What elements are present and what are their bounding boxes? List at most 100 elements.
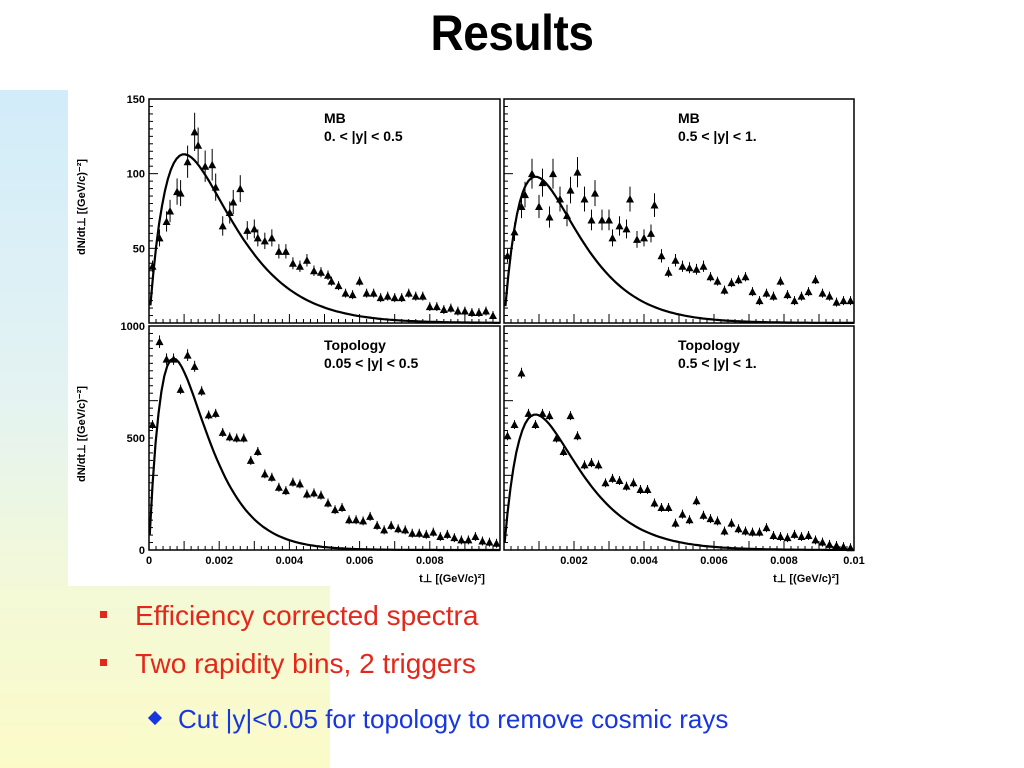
- data-point: [274, 247, 283, 255]
- data-point: [783, 290, 792, 299]
- x-tick-label: 0.004: [630, 555, 658, 567]
- data-point: [566, 411, 575, 420]
- data-point: [204, 410, 213, 419]
- data-point: [225, 208, 234, 216]
- data-point: [790, 530, 799, 538]
- x-tick-label: 0.008: [770, 555, 798, 567]
- data-point: [253, 447, 262, 455]
- data-point: [327, 277, 336, 285]
- data-point: [288, 259, 297, 267]
- data-point: [846, 543, 855, 552]
- data-point: [580, 195, 589, 203]
- data-point: [148, 262, 157, 270]
- data-point: [397, 293, 406, 302]
- x-axis-label: t⊥ [(GeV/c)²]: [419, 573, 485, 585]
- data-point: [556, 195, 564, 203]
- y-tick-label: 50: [133, 243, 145, 255]
- data-point: [436, 532, 445, 541]
- data-point: [713, 277, 722, 285]
- data-point: [446, 304, 455, 312]
- data-point: [408, 529, 417, 537]
- data-point: [274, 483, 283, 491]
- data-point: [608, 474, 617, 482]
- data-point: [671, 519, 680, 527]
- data-point: [601, 478, 610, 487]
- data-point: [783, 533, 792, 542]
- data-point: [345, 515, 354, 524]
- data-point: [664, 268, 673, 276]
- data-point: [598, 215, 606, 224]
- panel-subtitle: 0.5 < |y| < 1.: [678, 128, 757, 144]
- data-point: [324, 271, 333, 279]
- x-tick-label: 0.006: [346, 555, 374, 567]
- data-point: [302, 490, 311, 498]
- data-point: [549, 169, 557, 178]
- panel-subtitle: 0.5 < |y| < 1.: [678, 355, 757, 371]
- data-point: [352, 515, 361, 524]
- data-point: [832, 541, 841, 550]
- data-point: [727, 519, 736, 527]
- data-point: [587, 458, 596, 467]
- data-point: [260, 236, 269, 245]
- data-point: [510, 227, 519, 236]
- data-point: [478, 537, 487, 545]
- data-point: [176, 189, 185, 197]
- data-point: [288, 478, 297, 486]
- data-point: [309, 266, 318, 275]
- panel-title: MB: [678, 110, 700, 126]
- data-point: [418, 292, 427, 300]
- data-point: [246, 456, 255, 464]
- panel-title: MB: [324, 110, 346, 126]
- data-point: [647, 229, 655, 237]
- data-point: [846, 296, 855, 305]
- data-point: [755, 528, 764, 536]
- fit-curve: [148, 357, 500, 552]
- data-point: [422, 530, 431, 538]
- data-point: [194, 141, 203, 149]
- data-point: [162, 355, 171, 363]
- data-point: [316, 491, 325, 499]
- data-point: [169, 355, 178, 363]
- data-point: [790, 296, 799, 305]
- data-point: [488, 311, 497, 320]
- data-point: [334, 281, 343, 290]
- data-point: [485, 538, 494, 546]
- data-point: [608, 233, 617, 242]
- data-point: [664, 503, 673, 511]
- data-point: [804, 531, 813, 539]
- data-point: [208, 160, 217, 169]
- panel-title: Topology: [678, 337, 740, 353]
- data-point: [563, 211, 571, 219]
- data-point: [657, 503, 666, 511]
- data-point: [225, 432, 234, 441]
- data-point: [591, 189, 599, 197]
- data-point: [166, 207, 175, 215]
- data-point: [573, 431, 582, 440]
- data-point: [443, 530, 452, 538]
- data-point: [295, 262, 304, 270]
- data-point: [481, 307, 490, 315]
- data-point: [331, 505, 340, 514]
- data-point: [748, 528, 757, 536]
- data-point: [713, 516, 722, 525]
- data-point: [190, 127, 199, 136]
- panel-frame: [503, 98, 855, 324]
- data-point: [250, 224, 259, 233]
- data-point: [692, 496, 701, 505]
- data-point: [769, 292, 778, 300]
- data-point: [302, 256, 311, 264]
- data-point: [183, 157, 192, 166]
- fit-curve: [149, 153, 500, 324]
- data-point: [626, 195, 634, 203]
- data-point: [706, 514, 715, 523]
- fit-curve: [504, 175, 854, 324]
- y-axis-label: dN/dt⊥ [(GeV/c)⁻²]: [76, 159, 88, 255]
- data-point: [366, 512, 375, 520]
- data-point: [425, 302, 434, 311]
- data-point: [524, 409, 533, 417]
- data-point: [633, 235, 641, 243]
- data-point: [741, 526, 750, 535]
- data-point: [804, 287, 813, 296]
- data-point: [281, 247, 290, 255]
- data-point: [535, 202, 543, 211]
